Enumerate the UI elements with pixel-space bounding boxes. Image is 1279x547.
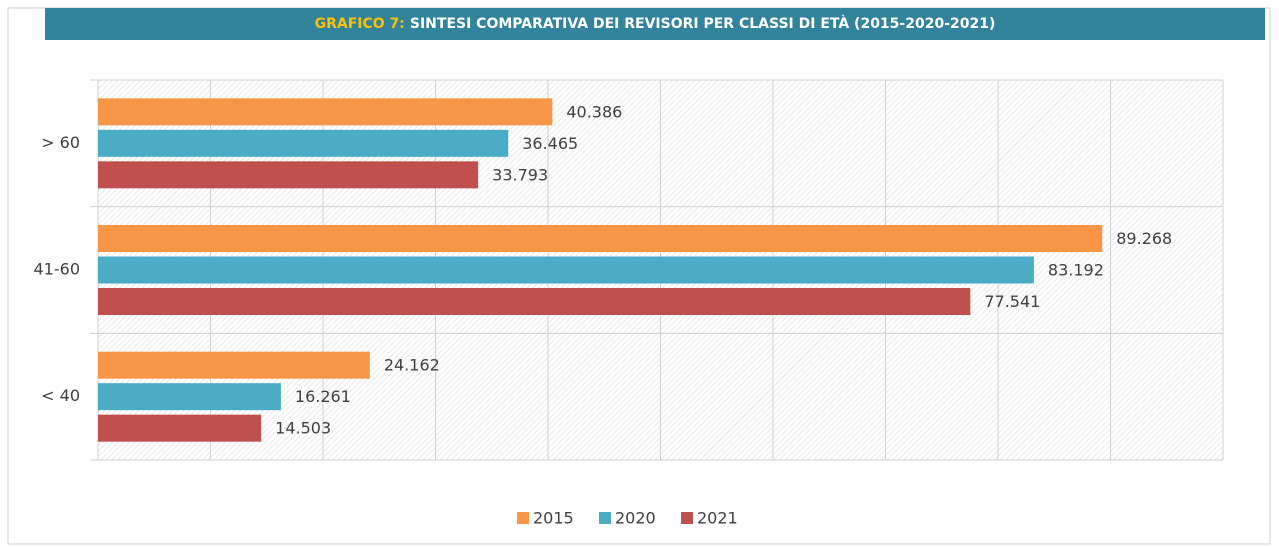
data-label: 36.465 <box>522 134 578 153</box>
data-label: 40.386 <box>566 102 622 121</box>
chart-title: GRAFICO 7: SINTESI COMPARATIVA DEI REVISO… <box>315 15 996 32</box>
data-label: 16.261 <box>295 387 351 406</box>
legend-swatch <box>681 512 693 524</box>
data-label: 14.503 <box>275 419 331 438</box>
legend-label: 2015 <box>533 509 574 528</box>
y-tick-label: 41-60 <box>34 260 81 279</box>
legend-label: 2021 <box>697 509 738 528</box>
bar <box>98 383 281 411</box>
title-prefix: GRAFICO 7: <box>315 16 405 32</box>
y-tick-label: < 40 <box>41 386 80 405</box>
data-label: 83.192 <box>1048 261 1104 280</box>
data-label: 33.793 <box>492 165 548 184</box>
legend-swatch <box>599 512 611 524</box>
bar <box>98 414 262 442</box>
title-bar <box>45 8 1265 40</box>
bar <box>98 256 1034 284</box>
bar <box>98 161 479 189</box>
bar <box>98 351 370 379</box>
data-label: 24.162 <box>384 356 440 375</box>
y-tick-label: > 60 <box>41 133 80 152</box>
data-label: 89.268 <box>1116 229 1172 248</box>
bar <box>98 98 553 126</box>
bar <box>98 288 971 315</box>
title-text: SINTESI COMPARATIVA DEI REVISORI PER CLA… <box>410 15 995 32</box>
bar <box>98 225 1103 252</box>
bar <box>98 129 509 157</box>
data-label: 77.541 <box>984 292 1040 311</box>
legend-swatch <box>517 512 529 524</box>
legend-label: 2020 <box>615 509 656 528</box>
